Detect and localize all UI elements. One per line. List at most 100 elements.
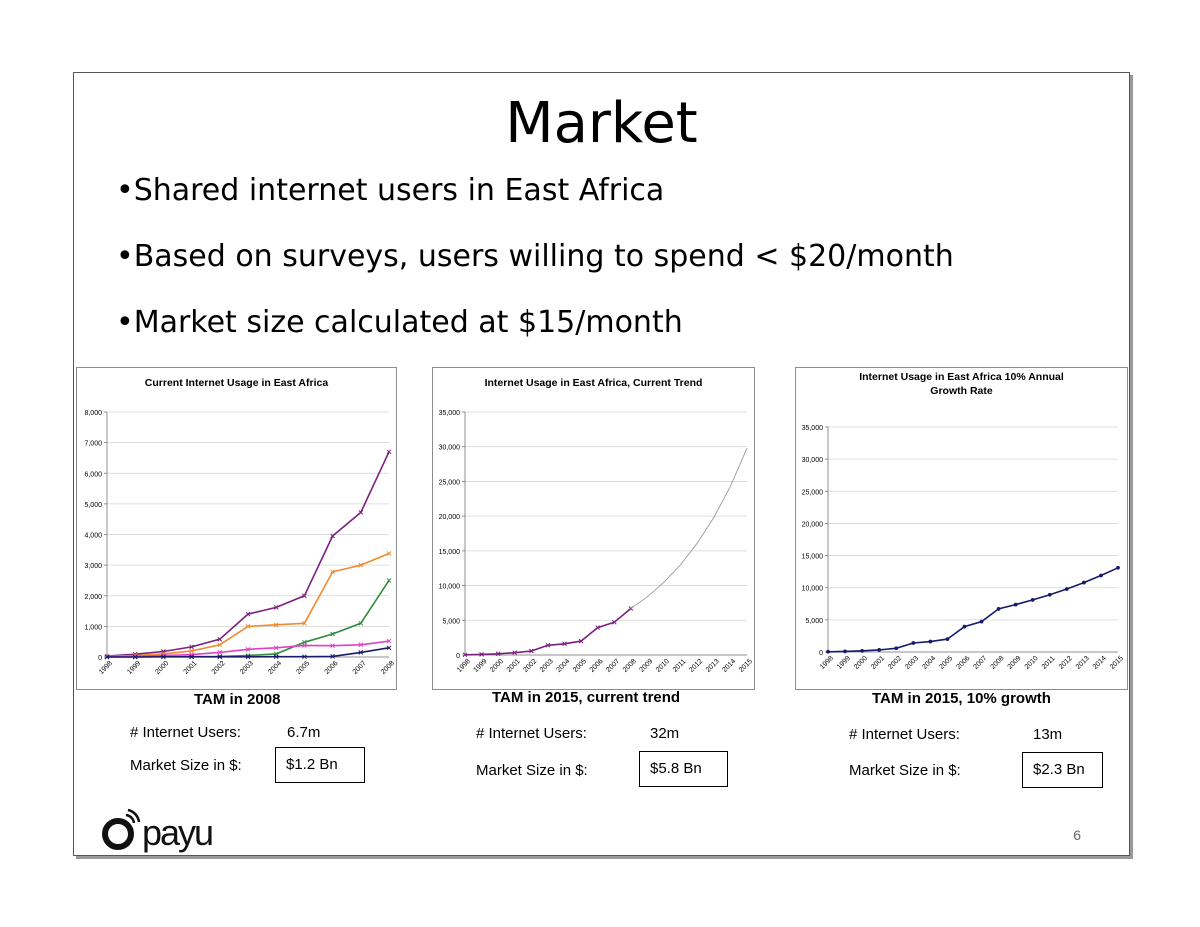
data-point (358, 620, 364, 626)
x-tick-label: 2002 (522, 658, 538, 674)
x-tick-label: 2000 (853, 655, 869, 671)
data-point (1030, 598, 1035, 602)
x-tick-label: 2003 (239, 660, 255, 676)
y-tick-label: 30,000 (802, 457, 824, 464)
x-tick-label: 2007 (972, 655, 988, 671)
data-point (161, 654, 166, 660)
data-point (358, 562, 364, 568)
x-tick-label: 2014 (721, 658, 737, 674)
x-tick-label: 2003 (904, 655, 920, 671)
chart-current-trend: Internet Usage in East Africa, Current T… (432, 367, 755, 690)
x-tick-label: 2004 (555, 658, 571, 674)
data-point (1099, 573, 1103, 578)
data-point (217, 636, 223, 642)
logo-text: payu (142, 812, 212, 853)
x-tick-label: 2013 (705, 658, 721, 674)
market-label-2008: Market Size in $: (130, 757, 242, 774)
x-tick-label: 2000 (489, 658, 505, 674)
x-tick-label: 2007 (352, 660, 368, 676)
x-tick-label: 2014 (1092, 655, 1108, 671)
data-point (843, 649, 847, 654)
market-value-2008: $1.2 Bn (275, 747, 365, 783)
data-point (595, 625, 601, 630)
y-tick-label: 5,000 (442, 618, 460, 625)
chart-title: Internet Usage in East Africa 10% Annual (859, 371, 1064, 383)
data-point (1081, 580, 1086, 585)
x-tick-label: 2002 (887, 655, 903, 671)
data-point (386, 551, 392, 556)
x-tick-label: 2010 (655, 658, 671, 674)
data-point (302, 654, 307, 660)
x-tick-label: 2000 (154, 660, 170, 676)
data-point (462, 652, 468, 658)
y-tick-label: 5,000 (805, 618, 823, 625)
market-label-trend: Market Size in $: (476, 762, 588, 779)
data-point (189, 644, 194, 650)
data-point (217, 650, 223, 655)
data-point (189, 654, 194, 660)
data-point (189, 648, 194, 654)
y-tick-label: 10,000 (439, 584, 461, 591)
data-point (386, 578, 392, 583)
market-value-trend: $5.8 Bn (639, 751, 728, 787)
data-point (273, 605, 279, 610)
data-point (495, 651, 501, 657)
y-tick-label: 15,000 (802, 554, 824, 561)
data-point (245, 611, 251, 617)
chart-svg: Current Internet Usage in East Africa 0 1,… (84, 377, 396, 676)
users-value-2008: 6.7m (287, 724, 321, 741)
data-point (273, 654, 279, 660)
x-tick-label: 2011 (672, 658, 688, 674)
y-tick-label: 2,000 (84, 594, 102, 601)
x-tick-label: 2002 (211, 660, 227, 676)
market-label-growth: Market Size in $: (849, 762, 961, 779)
chart-svg: Internet Usage in East Africa, Current T… (439, 377, 754, 674)
bullet-3: •Market size calculated at $15/month (116, 305, 683, 340)
data-point (273, 622, 279, 628)
y-tick-label: 15,000 (439, 549, 461, 556)
data-point (273, 645, 279, 651)
data-point (877, 647, 882, 652)
x-tick-label: 2005 (938, 655, 954, 671)
users-value-trend: 32m (650, 725, 680, 742)
y-tick-label: 35,000 (439, 410, 461, 417)
chart-10pct-growth: Internet Usage in East Africa 10% Annual… (795, 367, 1128, 690)
data-point (386, 645, 392, 651)
x-tick-label: 2008 (622, 658, 638, 674)
data-point (386, 638, 392, 644)
page-number: 6 (1073, 827, 1081, 843)
tam-caption-trend: TAM in 2015, current trend (492, 689, 681, 706)
data-point (894, 646, 899, 651)
data-point (302, 643, 307, 648)
data-point (330, 569, 335, 575)
x-tick-label: 2003 (539, 658, 555, 674)
y-tick-label: 4,000 (84, 533, 102, 540)
data-point (245, 624, 251, 629)
users-label-growth: # Internet Users: (849, 726, 960, 743)
data-point (578, 638, 584, 644)
x-tick-label: 2013 (1075, 655, 1091, 671)
series-line (106, 451, 390, 657)
y-tick-label: 25,000 (439, 479, 461, 486)
payu-logo: payu (102, 807, 242, 857)
data-point (1047, 592, 1052, 597)
data-point (512, 650, 518, 656)
data-point (330, 631, 335, 637)
y-tick-label: 8,000 (84, 410, 102, 417)
series-line (106, 552, 390, 658)
slide: Market •Shared internet users in East Af… (73, 72, 1130, 856)
data-point (928, 639, 933, 644)
x-tick-label: 2011 (1041, 655, 1057, 671)
x-tick-label: 1999 (126, 660, 142, 676)
data-point (330, 643, 335, 649)
x-tick-label: 2001 (506, 658, 522, 674)
slide-title: Market (505, 91, 698, 156)
data-point (911, 641, 916, 645)
x-tick-label: 1999 (473, 658, 489, 674)
x-tick-label: 2006 (589, 658, 605, 674)
users-label-trend: # Internet Users: (476, 725, 587, 742)
y-tick-label: 7,000 (84, 441, 102, 448)
data-point (217, 654, 223, 660)
chart-title: Growth Rate (930, 385, 993, 397)
chart-title: Current Internet Usage in East Africa (145, 377, 329, 389)
